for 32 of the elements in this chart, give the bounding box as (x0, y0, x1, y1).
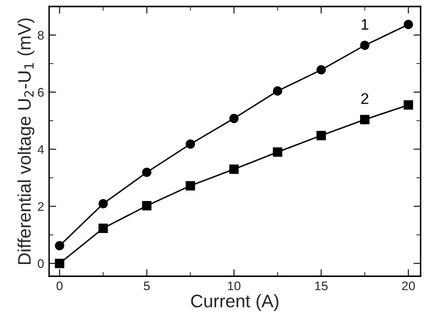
x-axis-title: Current (A) (191, 294, 278, 311)
point (54, 258, 64, 268)
point (98, 199, 108, 208)
series-label: 1 (362, 19, 368, 30)
y-tick-label: 8 (38, 30, 44, 40)
x-tick-label: 15 (315, 282, 328, 290)
point (272, 147, 282, 157)
point (229, 164, 239, 174)
point (360, 40, 370, 50)
y-tick-label: 6 (38, 88, 44, 97)
point (272, 86, 282, 96)
x-tick-label: 10 (228, 281, 240, 290)
point (186, 181, 196, 190)
y-tick-label: 2 (38, 202, 44, 211)
point (404, 20, 414, 30)
x-tick-label: 5 (144, 282, 150, 290)
series-label: 2 (361, 93, 368, 104)
point (142, 201, 152, 210)
point (360, 114, 370, 124)
y-tick-label: 0 (38, 259, 44, 268)
x-tick-label: 0 (56, 281, 63, 290)
point (316, 130, 326, 140)
point (404, 100, 414, 110)
point (98, 224, 108, 233)
point (316, 65, 326, 75)
y-axis-title: Differential voltage U$_{2}$-U$_{1}$ (mV) (18, 18, 34, 264)
point (142, 168, 152, 178)
x-tick-label: 20 (402, 281, 415, 290)
point (229, 114, 239, 124)
y-tick-label: 4 (38, 145, 44, 154)
point (54, 241, 64, 250)
point (186, 139, 196, 149)
